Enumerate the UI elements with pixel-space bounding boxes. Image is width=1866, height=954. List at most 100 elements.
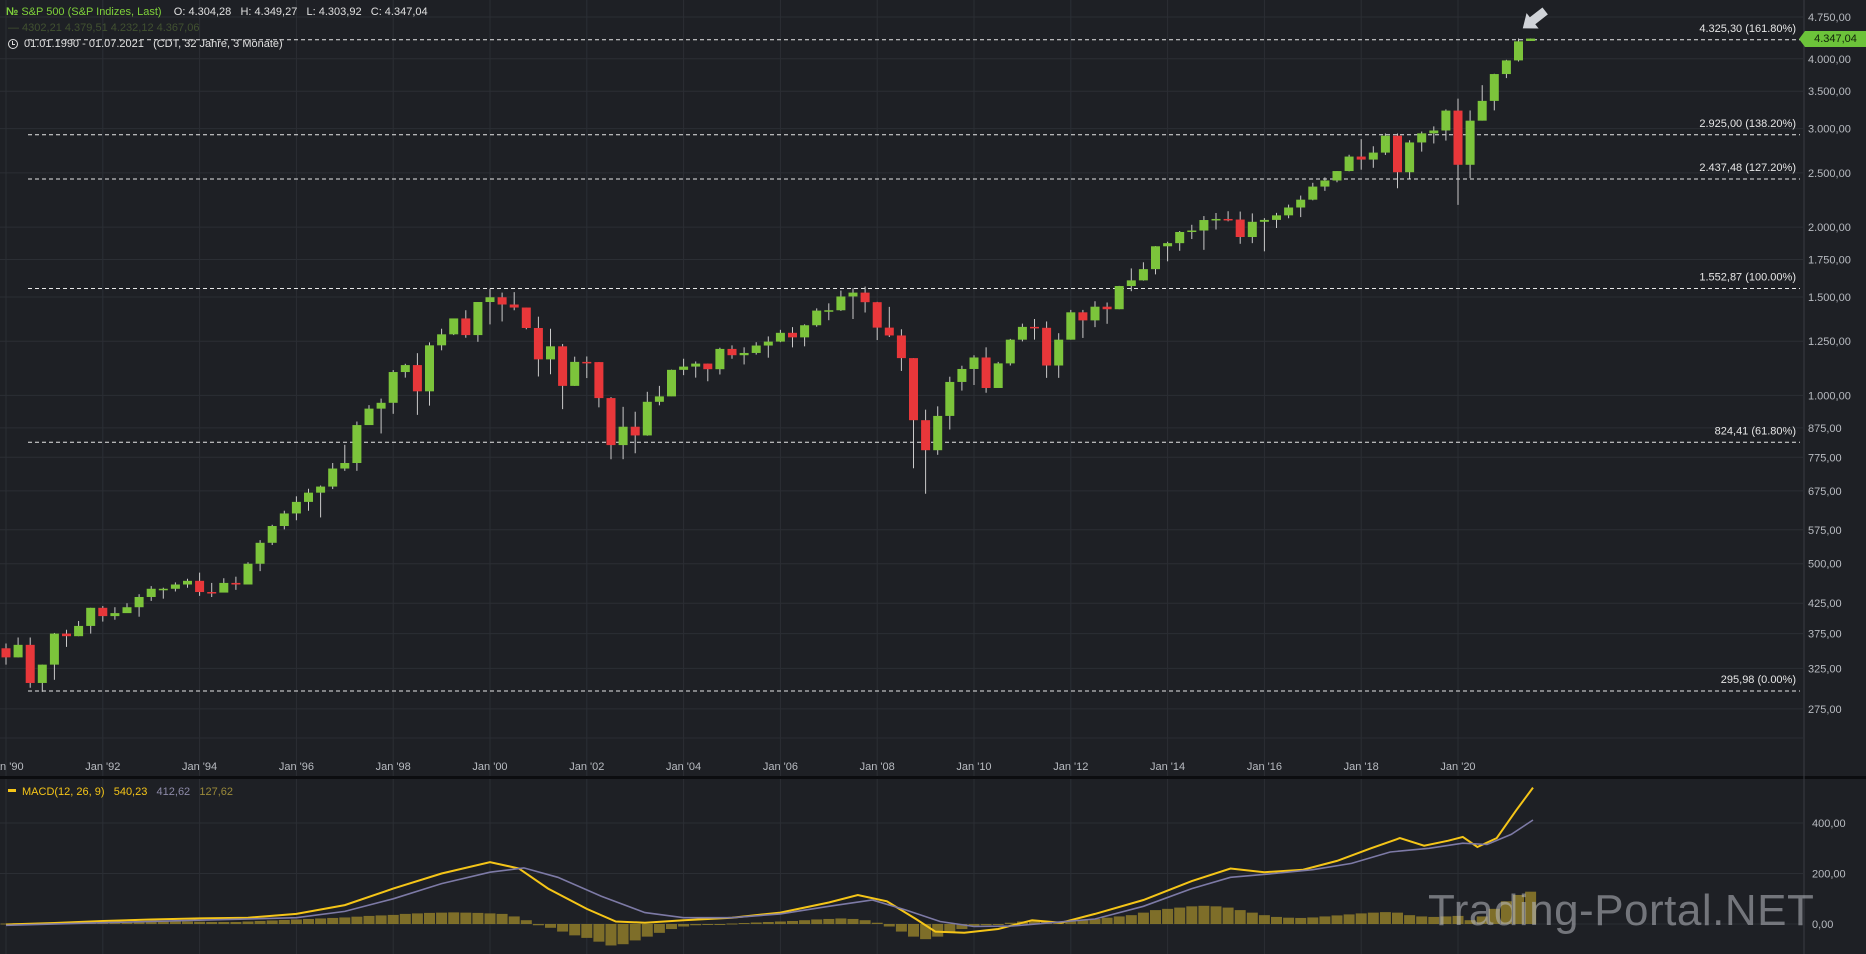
candle-down <box>1078 312 1088 321</box>
candle-up <box>1138 269 1148 281</box>
candle-up <box>691 363 701 367</box>
macd-legend[interactable]: MACD(12, 26, 9) 540,23 412,62 127,62 <box>8 786 233 798</box>
macd-histogram-bar <box>1258 915 1270 924</box>
macd-histogram-bar <box>169 921 181 924</box>
candle-up <box>316 486 326 493</box>
candle-up <box>836 296 846 311</box>
panel-separator[interactable] <box>0 776 1866 779</box>
price-tick-label: 1.750,00 <box>1808 255 1851 267</box>
macd-histogram-bar <box>605 924 617 946</box>
candle-up <box>449 318 459 335</box>
macd-histogram-bar <box>617 924 629 945</box>
macd-tick-label: 400,00 <box>1812 818 1846 830</box>
date-range-text: 01.01.1990 - 01.07.2021 <box>24 38 144 50</box>
price-tick-label: 500,00 <box>1808 559 1842 571</box>
instrument-name[interactable]: S&P 500 (S&P Indizes, Last) <box>21 6 162 18</box>
macd-histogram-bar <box>1101 917 1113 924</box>
candle-up <box>1175 231 1185 244</box>
macd-line <box>5 787 1534 934</box>
macd-histogram-bar <box>460 912 472 924</box>
price-tick-label: 1.500,00 <box>1808 292 1851 304</box>
candle-up <box>848 292 858 297</box>
time-tick-label: Jan '16 <box>1247 761 1282 773</box>
candle-up <box>1163 243 1173 247</box>
macd-histogram-bar <box>1440 916 1452 924</box>
candle-down <box>860 292 870 303</box>
candle-up <box>1405 142 1415 173</box>
candle-up <box>437 334 447 346</box>
candle-down <box>872 302 882 328</box>
macd-histogram-bar <box>1488 908 1500 924</box>
macd-histogram-bar <box>702 924 714 925</box>
candle-down <box>896 335 906 359</box>
time-tick-label: Jan '14 <box>1150 761 1185 773</box>
macd-histogram-bar <box>1283 917 1295 924</box>
candle-up <box>679 366 689 370</box>
price-tick-label: 1.250,00 <box>1808 336 1851 348</box>
date-range[interactable]: 01.01.1990 - 01.07.2021 (CDT, 32 Jahre, … <box>8 38 283 50</box>
macd-histogram-bar <box>1331 915 1343 924</box>
candle-down <box>533 327 543 360</box>
macd-histogram-bar <box>266 920 278 924</box>
time-tick-label: Jan '04 <box>666 761 701 773</box>
ohlc-low: L: 4.303,92 <box>306 6 362 18</box>
price-tick-label: 875,00 <box>1808 423 1842 435</box>
candle-down <box>884 327 894 336</box>
macd-histogram-bar <box>799 920 811 924</box>
macd-histogram-bar <box>726 923 738 925</box>
macd-histogram-bar <box>847 918 859 924</box>
candle-up <box>485 297 495 303</box>
candle-up <box>304 492 313 502</box>
time-tick-label: Jan '08 <box>860 761 895 773</box>
time-tick-label: Jan '06 <box>763 761 798 773</box>
macd-histogram-bar <box>1004 922 1016 924</box>
candle-down <box>195 580 205 593</box>
price-tick-label: 425,00 <box>1808 598 1842 610</box>
macd-histogram-bar <box>750 922 762 924</box>
macd-histogram-bar <box>363 915 375 924</box>
ohlc-high: H: 4.349,27 <box>240 6 298 18</box>
macd-histogram-bar <box>387 914 399 924</box>
macd-histogram-bar <box>133 921 145 924</box>
candle-down <box>909 358 918 421</box>
candle-up <box>775 332 785 342</box>
macd-histogram-bar <box>1029 920 1040 924</box>
candle-up <box>800 325 810 338</box>
macd-histogram-bar <box>1295 917 1307 924</box>
macd-histogram-bar <box>908 924 919 937</box>
price-tick-label: 3.500,00 <box>1808 86 1851 98</box>
price-tick-label: 2.000,00 <box>1808 222 1851 234</box>
macd-histogram-bar <box>871 922 883 924</box>
candle-up <box>969 357 979 369</box>
macd-histogram-bar <box>411 913 423 924</box>
watermark-logo: Trading-Portal.NET <box>1428 886 1815 935</box>
candle-down <box>1030 326 1039 329</box>
macd-histogram-bar <box>303 918 314 924</box>
macd-histogram-bar <box>254 920 266 924</box>
candle-down <box>981 357 991 388</box>
last-price-tag: 4.347,04 <box>1799 31 1866 47</box>
macd-histogram-bar <box>1174 907 1186 924</box>
candle-up <box>49 633 59 665</box>
candle-up <box>1344 156 1354 172</box>
macd-histogram-bar <box>1343 914 1355 924</box>
candle-down <box>1393 135 1402 173</box>
time-tick-label: Jan '02 <box>569 761 604 773</box>
macd-histogram-bar <box>532 924 544 926</box>
macd-histogram-bar <box>1307 917 1319 924</box>
candle-up <box>570 361 580 386</box>
candle-down <box>558 346 568 386</box>
macd-histogram-bar <box>1150 910 1161 924</box>
candle-up <box>824 310 834 312</box>
macd-histogram-bar <box>545 924 556 928</box>
price-tick-label: 575,00 <box>1808 525 1842 537</box>
candle-up <box>654 396 664 402</box>
candle-up <box>183 580 192 585</box>
macd-histogram-bar <box>811 919 823 924</box>
macd-histogram-bar <box>895 924 907 932</box>
time-tick-label: Jan '96 <box>279 761 314 773</box>
chart-type-icon[interactable]: № <box>6 6 19 18</box>
macd-lines <box>5 787 1534 934</box>
macd-value: 540,23 <box>113 786 148 798</box>
hist-value: 127,62 <box>199 786 234 798</box>
